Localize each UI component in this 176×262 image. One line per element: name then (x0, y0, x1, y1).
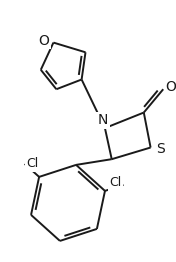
Text: O: O (166, 80, 176, 94)
Text: Cl: Cl (26, 157, 39, 170)
Text: O: O (38, 34, 49, 48)
Text: Cl: Cl (109, 176, 122, 189)
Text: N: N (98, 113, 108, 127)
Text: S: S (156, 143, 165, 156)
